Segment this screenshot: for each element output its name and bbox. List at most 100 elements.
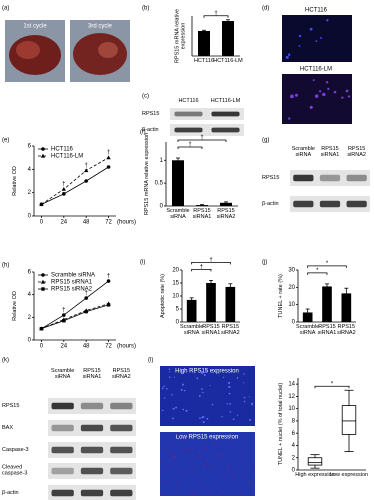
row-label: BAX [2, 424, 14, 431]
cell [171, 453, 173, 455]
y-tick-label: 6 [292, 431, 296, 437]
y-tick-label: 0 [28, 338, 32, 344]
cell [241, 490, 244, 492]
point [62, 313, 66, 317]
x-tick-label: 72 [105, 220, 112, 226]
cell [186, 454, 188, 456]
cell [183, 440, 186, 443]
cell [202, 421, 205, 424]
y-tick-label: 0 [160, 204, 164, 210]
panel-label: (i) [140, 260, 145, 266]
cell [285, 55, 289, 59]
x-tick-label: 72 [105, 344, 112, 350]
cell [251, 402, 254, 405]
cell [294, 93, 298, 97]
significance-label: † [62, 182, 65, 188]
y-tick-label: 4 [292, 443, 296, 449]
cell [181, 383, 184, 386]
cell [290, 94, 294, 99]
fluorescence-image [282, 74, 352, 124]
cell [341, 96, 344, 99]
y-axis-label: Relative OD [11, 166, 18, 196]
cell [199, 417, 201, 419]
y-tick-label: 30 [288, 268, 295, 274]
cell [183, 447, 186, 450]
point [106, 165, 111, 169]
cell [228, 392, 231, 395]
cell [161, 491, 164, 494]
cell [222, 376, 225, 379]
cell [181, 389, 183, 391]
cell [243, 474, 246, 477]
cell [309, 105, 313, 109]
x-tick-label: 48 [83, 344, 90, 350]
cell [163, 397, 166, 399]
legend-marker [41, 273, 45, 277]
cell [172, 456, 175, 459]
panel-label: (c) [142, 94, 149, 100]
significance-label: † [209, 257, 212, 263]
cell [176, 480, 179, 483]
cell [162, 480, 165, 482]
series-line [41, 280, 109, 330]
lane-label: Scramble siRNA [51, 368, 75, 381]
significance-label: † [62, 308, 65, 314]
blot-band [51, 489, 74, 497]
blot-band [51, 424, 74, 432]
box [307, 457, 323, 466]
cell [232, 474, 234, 477]
cell [198, 394, 201, 397]
cell [240, 459, 242, 462]
panel-label: (h) [2, 263, 9, 269]
significance-label: † [107, 274, 110, 280]
x-tick-label: Scramble siRNA [180, 324, 204, 337]
cell [236, 414, 239, 416]
x-tick-label: 24 [60, 220, 67, 226]
series-line [41, 166, 109, 205]
cell [175, 488, 178, 491]
x-tick-label: Scramble siRNA [296, 324, 320, 337]
blot-band [293, 200, 314, 208]
row-label: Caspase-3 [2, 446, 29, 453]
cell [236, 377, 239, 379]
panel-label: (e) [2, 138, 9, 144]
cell [226, 468, 229, 471]
lane-label: HCT116 [178, 98, 199, 104]
cell [211, 403, 214, 406]
cell [221, 416, 223, 418]
cell [168, 371, 171, 373]
point [62, 192, 66, 196]
cell [198, 456, 201, 458]
y-tick-label: 15 [172, 281, 179, 287]
cell [223, 475, 225, 477]
cell [171, 394, 173, 396]
x-tick-label: Scramble siRNA [166, 208, 190, 221]
cell [228, 464, 231, 467]
blot-band [51, 446, 74, 454]
blot-band [211, 111, 240, 117]
cell [221, 462, 223, 465]
photo-caption: 3rd cycle [88, 24, 113, 30]
cell [191, 466, 194, 469]
significance-bracket [177, 146, 203, 149]
x-axis-label: (hours) [117, 344, 136, 350]
blot-band [80, 489, 104, 497]
cell [248, 480, 251, 483]
image-caption: Low RPS15 expression [176, 435, 238, 441]
row-label: RPS15 [262, 174, 280, 181]
cell [212, 446, 215, 448]
significance-bracket [191, 268, 212, 272]
cell [166, 448, 168, 451]
significance-label: † [85, 291, 88, 297]
series-line [41, 304, 109, 330]
y-tick-label: 4 [28, 292, 32, 298]
cell [225, 479, 227, 481]
cell [233, 475, 235, 478]
point [84, 179, 88, 183]
blot-band [211, 127, 240, 133]
y-tick-label: 10 [172, 294, 179, 300]
legend-label: HCT116 [51, 147, 74, 153]
y-tick-label: 0 [176, 320, 180, 326]
tumor [98, 42, 118, 58]
